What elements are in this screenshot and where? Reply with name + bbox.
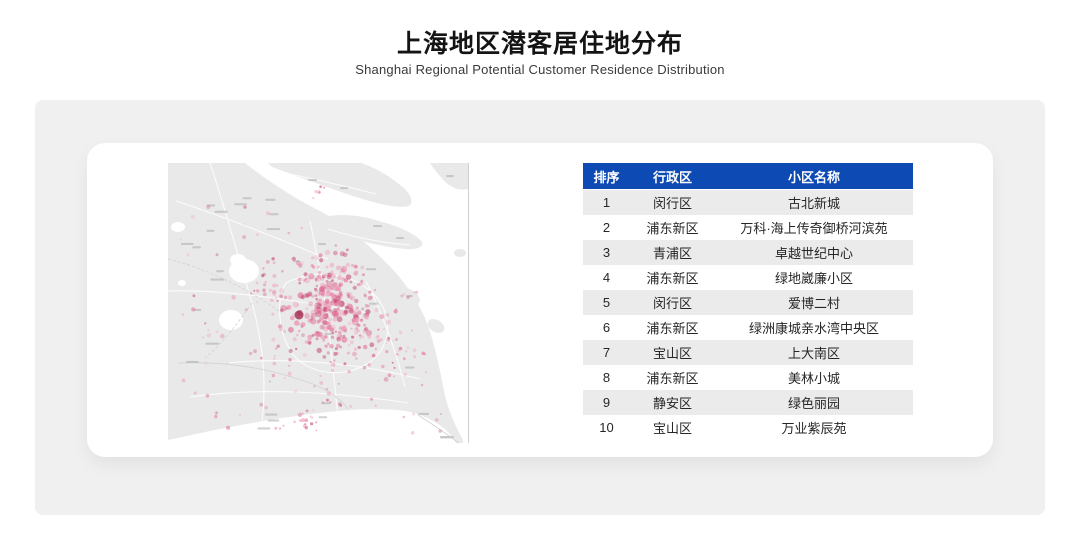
cell-community: 万业紫辰苑 <box>781 421 847 436</box>
cell-rank: 9 <box>602 395 611 410</box>
map-density-dots <box>179 185 442 435</box>
table-body: 1 闵行区 古北新城 2 浦东新区 万科·海上传奇御桥河滨苑 3 青浦区 卓越世纪中心 4 浦东新区… <box>583 189 913 441</box>
content-card: 排序 行政区 小区名称 1 闵行区 古北新城 2 浦东新区 万科·海上传奇御桥河滨苑 3 青浦… <box>87 143 993 457</box>
cell-district: 闵行区 <box>652 296 692 311</box>
shanghai-map <box>167 162 468 445</box>
cell-community: 爱博二村 <box>787 296 840 311</box>
cell-district: 青浦区 <box>652 246 692 261</box>
table-row: 3 青浦区 卓越世纪中心 <box>583 240 913 265</box>
cell-district: 宝山区 <box>652 421 692 436</box>
map-mainland <box>168 163 463 443</box>
map-town-labels <box>180 175 454 430</box>
page-title: 上海地区潜客居住地分布 <box>396 30 683 58</box>
map-islet-1 <box>427 319 445 333</box>
table-row: 1 闵行区 古北新城 <box>583 189 913 215</box>
cell-rank: 5 <box>602 295 611 310</box>
page-subtitle: Shanghai Regional Potential Customer Res… <box>355 62 725 77</box>
cell-rank: 1 <box>602 195 611 210</box>
cell-community: 万科·海上传奇御桥河滨苑 <box>740 221 888 236</box>
header-community: 小区名称 <box>715 163 913 190</box>
cell-community: 上大南区 <box>787 346 840 361</box>
ranking-table: 排序 行政区 小区名称 1 闵行区 古北新城 2 浦东新区 万科·海上传奇御桥河滨苑 3 青浦… <box>583 163 913 440</box>
cell-community: 卓越世纪中心 <box>774 246 853 261</box>
cell-rank: 6 <box>602 320 611 335</box>
map-minor-lines <box>167 258 461 445</box>
cell-rank: 3 <box>602 245 611 260</box>
map-islet-2 <box>454 249 466 257</box>
cell-community: 美林小城 <box>787 371 840 386</box>
table-row: 7 宝山区 上大南区 <box>583 340 913 365</box>
cell-community: 绿地崴廉小区 <box>774 271 853 286</box>
cell-district: 浦东新区 <box>646 271 699 286</box>
cell-community: 古北新城 <box>787 196 840 211</box>
cell-district: 闵行区 <box>652 196 692 211</box>
content-panel: 排序 行政区 小区名称 1 闵行区 古北新城 2 浦东新区 万科·海上传奇御桥河滨苑 3 青浦… <box>35 100 1045 515</box>
header-rank: 排序 <box>583 163 630 190</box>
cell-district: 浦东新区 <box>646 321 699 336</box>
table-row: 9 静安区 绿色丽园 <box>583 390 913 415</box>
cell-rank: 7 <box>602 345 611 360</box>
table-row: 10 宝山区 万业紫辰苑 <box>583 415 913 440</box>
cell-rank: 4 <box>602 270 611 285</box>
cell-rank: 8 <box>602 370 611 385</box>
table-row: 4 浦东新区 绿地崴廉小区 <box>583 265 913 290</box>
table-row: 8 浦东新区 美林小城 <box>583 365 913 390</box>
cell-district: 宝山区 <box>652 346 692 361</box>
cell-district: 静安区 <box>652 396 692 411</box>
cell-community: 绿色丽园 <box>787 396 840 411</box>
cell-district: 浦东新区 <box>646 371 699 386</box>
cell-community: 绿洲康城亲水湾中央区 <box>748 321 879 336</box>
map-changxing-island <box>312 215 423 250</box>
map-roads <box>167 162 421 438</box>
header-district: 行政区 <box>630 163 715 190</box>
map-attribution <box>440 436 454 439</box>
cell-rank: 10 <box>599 420 614 435</box>
cell-district: 浦东新区 <box>646 221 699 236</box>
map-figure <box>167 162 469 445</box>
map-lakes <box>171 222 259 330</box>
table-row: 6 浦东新区 绿洲康城亲水湾中央区 <box>583 315 913 340</box>
cell-rank: 2 <box>602 220 611 235</box>
table-row: 5 闵行区 爱博二村 <box>583 290 913 315</box>
table-header-row: 排序 行政区 小区名称 <box>583 163 913 190</box>
table-row: 2 浦东新区 万科·海上传奇御桥河滨苑 <box>583 215 913 240</box>
